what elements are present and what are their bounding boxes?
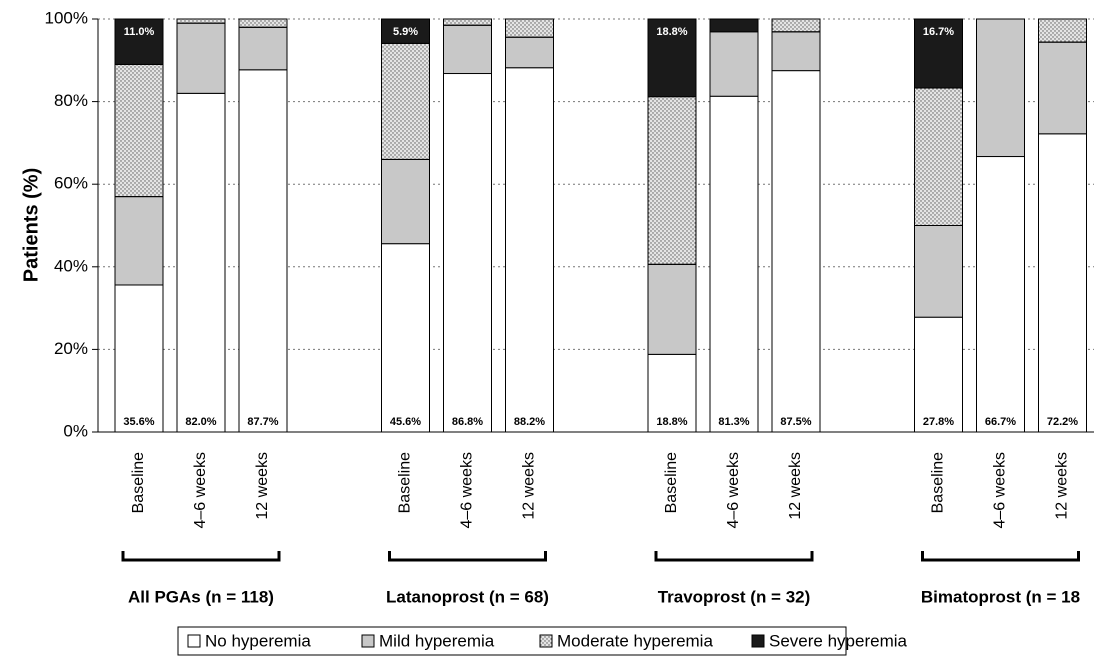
segment-pattern bbox=[176, 18, 226, 24]
group-label: All PGAs (n = 118) bbox=[128, 587, 274, 606]
segment-pattern bbox=[1038, 18, 1087, 43]
bar-segment bbox=[1038, 41, 1087, 135]
y-tick-label: 40% bbox=[54, 256, 88, 275]
legend-label: Moderate hyperemia bbox=[557, 631, 713, 650]
x-tick-label: 12 weeks bbox=[1054, 452, 1071, 520]
segment-pattern bbox=[238, 18, 288, 28]
group-label: Latanoprost (n = 68) bbox=[386, 587, 549, 606]
y-tick-label: 0% bbox=[63, 421, 88, 440]
x-tick-label: 4–6 weeks bbox=[459, 452, 476, 529]
bar-segment bbox=[176, 22, 226, 94]
bar-segment bbox=[114, 196, 164, 286]
value-label: 45.6% bbox=[390, 416, 421, 428]
x-tick-label: 4–6 weeks bbox=[992, 452, 1009, 529]
bar-segment bbox=[443, 73, 492, 433]
legend-label: No hyperemia bbox=[205, 631, 311, 650]
bar-segment bbox=[914, 225, 963, 318]
value-label: 35.6% bbox=[123, 416, 154, 428]
legend-swatch bbox=[361, 634, 375, 648]
y-tick-label: 20% bbox=[54, 339, 88, 358]
value-label: 87.7% bbox=[247, 416, 278, 428]
legend-swatch bbox=[187, 634, 201, 648]
legend-swatch bbox=[751, 634, 765, 648]
group-bracket bbox=[921, 551, 1080, 562]
bar-segment bbox=[114, 284, 164, 433]
bar-segment bbox=[709, 18, 759, 33]
group-label: Bimatoprost (n = 18 bbox=[921, 587, 1080, 606]
value-label: 82.0% bbox=[185, 416, 216, 428]
segment-pattern bbox=[381, 42, 430, 160]
segment-pattern bbox=[771, 18, 821, 33]
bar-segment bbox=[709, 95, 759, 433]
value-label: 27.8% bbox=[923, 416, 954, 428]
legend-label: Severe hyperemia bbox=[769, 631, 908, 650]
value-label: 88.2% bbox=[514, 416, 545, 428]
value-label: 66.7% bbox=[985, 416, 1016, 428]
group-bracket bbox=[121, 551, 281, 562]
value-label: 86.8% bbox=[452, 416, 483, 428]
bar-segment bbox=[176, 92, 226, 433]
bar-segment bbox=[976, 156, 1025, 433]
bar-segment bbox=[443, 24, 492, 75]
x-tick-label: 12 weeks bbox=[787, 452, 804, 520]
bar-segment bbox=[505, 36, 554, 69]
x-tick-label: 12 weeks bbox=[254, 452, 271, 520]
bar-segment bbox=[647, 263, 697, 355]
y-tick-label: 60% bbox=[54, 174, 88, 193]
group-bracket bbox=[654, 551, 814, 562]
bar-segment bbox=[647, 18, 697, 98]
bar-segment bbox=[976, 18, 1025, 158]
x-tick-label: 4–6 weeks bbox=[725, 452, 742, 529]
segment-pattern bbox=[114, 63, 164, 198]
x-tick-label: Baseline bbox=[930, 452, 947, 513]
value-label: 5.9% bbox=[393, 26, 418, 38]
bar-segment bbox=[771, 70, 821, 433]
group-label: Travoprost (n = 32) bbox=[658, 587, 811, 606]
x-tick-label: Baseline bbox=[397, 452, 414, 513]
value-label: 81.3% bbox=[718, 416, 749, 428]
legend-label: Mild hyperemia bbox=[379, 631, 495, 650]
bar-segment bbox=[709, 31, 759, 97]
value-label: 18.8% bbox=[656, 26, 687, 38]
bar-segment bbox=[238, 26, 288, 71]
bar-segment bbox=[1038, 133, 1087, 433]
x-tick-label: Baseline bbox=[663, 452, 680, 513]
bar-segment bbox=[114, 18, 164, 65]
value-label: 87.5% bbox=[780, 416, 811, 428]
legend-swatch-pattern bbox=[539, 634, 553, 648]
y-axis-label: Patients (%) bbox=[20, 168, 42, 282]
bar-segment bbox=[647, 353, 697, 433]
bar-segment bbox=[381, 18, 430, 44]
value-label: 11.0% bbox=[124, 26, 155, 38]
y-tick-label: 100% bbox=[45, 8, 88, 27]
bar-segment bbox=[238, 69, 288, 433]
bar-segment bbox=[914, 18, 963, 89]
bar-segment bbox=[381, 243, 430, 433]
group-bracket bbox=[388, 551, 547, 562]
legend-frame bbox=[177, 626, 847, 656]
bar-segment bbox=[381, 158, 430, 245]
segment-pattern bbox=[505, 18, 554, 38]
bar-segment bbox=[914, 316, 963, 433]
value-label: 18.8% bbox=[656, 416, 687, 428]
value-label: 72.2% bbox=[1047, 416, 1078, 428]
segment-pattern bbox=[647, 96, 697, 265]
segment-pattern bbox=[443, 18, 492, 26]
y-tick-label: 80% bbox=[54, 91, 88, 110]
x-tick-label: Baseline bbox=[130, 452, 147, 513]
x-tick-label: 12 weeks bbox=[521, 452, 538, 520]
x-tick-label: 4–6 weeks bbox=[192, 452, 209, 529]
segment-pattern bbox=[914, 87, 963, 227]
bar-segment bbox=[505, 67, 554, 433]
value-label: 16.7% bbox=[923, 26, 954, 38]
bar-segment bbox=[771, 31, 821, 72]
